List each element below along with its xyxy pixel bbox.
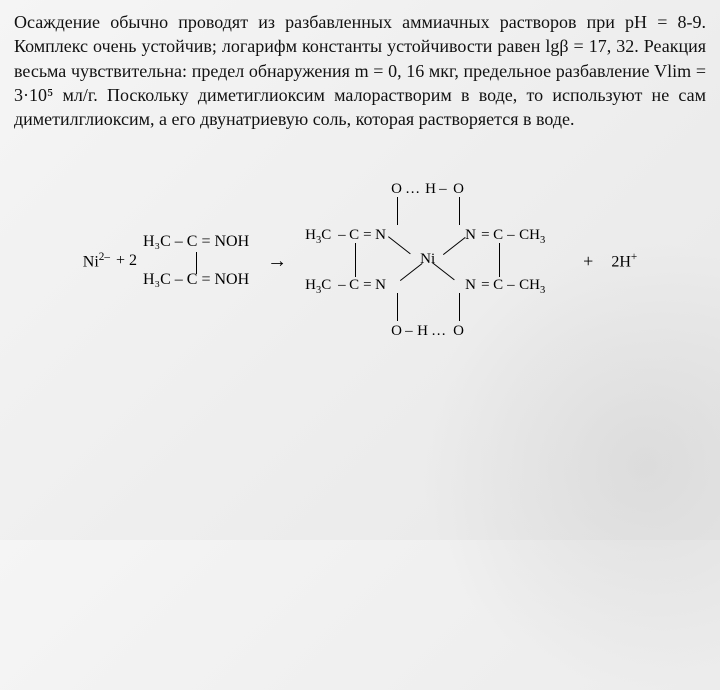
n-right-top: N — [465, 227, 476, 244]
eq-4: = — [481, 277, 489, 294]
eq-2: = — [481, 227, 489, 244]
main-paragraph: Осаждение обычно проводят из разбавленны… — [14, 10, 706, 131]
dash-3: – — [338, 277, 346, 294]
nickel-center: Ni — [420, 251, 435, 268]
dmg-bottom-row: H₃C – C = NOH — [143, 272, 249, 288]
dimethylglyoxime: H₃C – C = NOH H₃C – C = NOH — [143, 234, 249, 288]
dash-2: – — [507, 227, 515, 244]
top-h: H — [425, 181, 436, 198]
n-left-bot: N — [375, 277, 386, 294]
bot-h: H — [417, 323, 428, 340]
dash-1: – — [338, 227, 346, 244]
reaction-equation: Ni2– + 2 H₃C – C = NOH H₃C – C = NOH → O… — [14, 181, 706, 341]
left-ch3-top: H3C — [305, 227, 331, 246]
bot-o-left: O — [391, 323, 402, 340]
eq-3: = — [363, 277, 371, 294]
c-left-top: C — [349, 227, 359, 244]
right-ch3-top: CH3 — [519, 227, 545, 246]
c-right-top: C — [493, 227, 503, 244]
plus-sign: + — [583, 251, 593, 272]
bot-dots: … — [431, 323, 446, 340]
eq-1: = — [363, 227, 371, 244]
proton-product: 2H+ — [611, 251, 637, 271]
top-dash: – — [439, 181, 447, 198]
bot-dash: – — [405, 323, 413, 340]
c-right-bot: C — [493, 277, 503, 294]
plus-two: + 2 — [116, 252, 137, 270]
left-ch3-bot: H3C — [305, 277, 331, 296]
top-dots: … — [405, 181, 420, 198]
bot-o-right: O — [453, 323, 464, 340]
top-o-left: O — [391, 181, 402, 198]
right-ch3-bot: CH3 — [519, 277, 545, 296]
reagent-left-group: Ni2– + 2 H₃C – C = NOH H₃C – C = NOH — [83, 234, 249, 288]
dmg-top-row: H₃C – C = NOH — [143, 234, 249, 250]
nickel-ion: Ni2– — [83, 251, 110, 271]
reaction-arrow: → — [267, 250, 287, 273]
nickel-complex: O … H – O H3C – C = N N = C – CH3 Ni — [305, 181, 565, 341]
n-left-top: N — [375, 227, 386, 244]
c-left-bot: C — [349, 277, 359, 294]
dash-4: – — [507, 277, 515, 294]
top-o-right: O — [453, 181, 464, 198]
n-right-bot: N — [465, 277, 476, 294]
